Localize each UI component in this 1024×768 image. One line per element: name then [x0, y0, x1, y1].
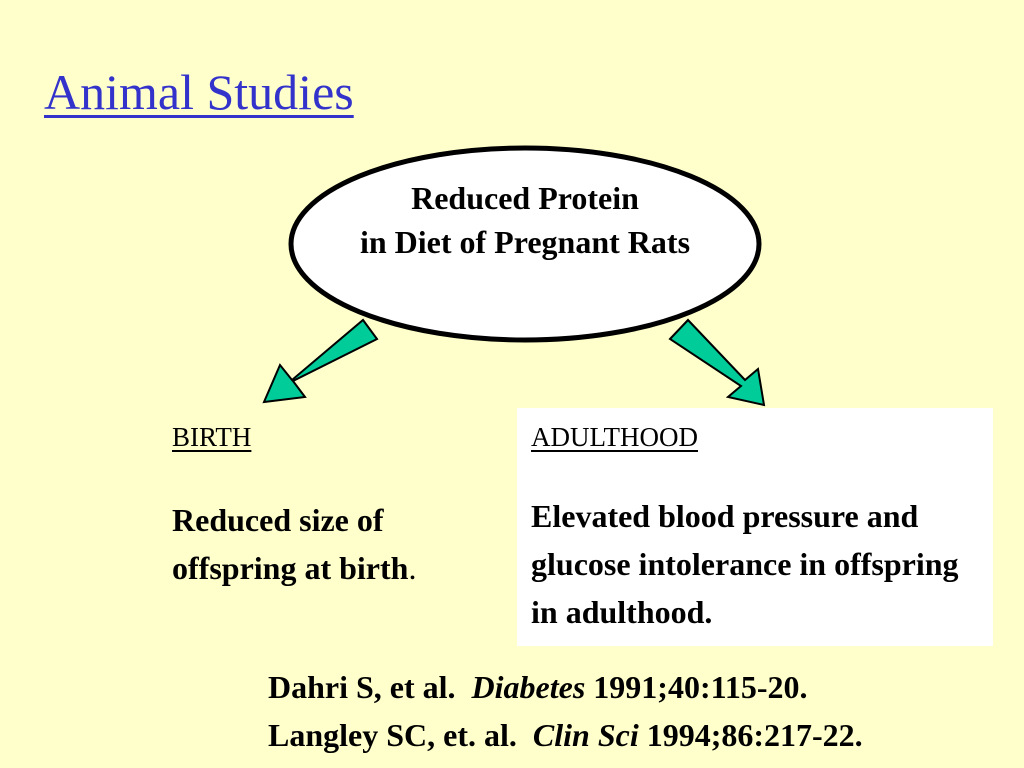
reference-authors: Langley SC, et. al.: [268, 717, 517, 753]
arrow-to-adulthood-icon: [668, 318, 766, 407]
center-node-text: Reduced Protein in Diet of Pregnant Rats: [290, 176, 760, 264]
arrow-to-birth-icon: [262, 318, 379, 404]
center-node-line1: Reduced Protein: [411, 180, 639, 216]
adulthood-outcome: ADULTHOOD Elevated blood pressure and gl…: [517, 408, 993, 646]
birth-outcome: BIRTH Reduced size of offspring at birth…: [172, 420, 492, 592]
adulthood-body: Elevated blood pressure and glucose into…: [531, 498, 959, 630]
reference-journal: Diabetes: [471, 669, 586, 705]
reference-authors: Dahri S, et al.: [268, 669, 456, 705]
birth-heading: BIRTH: [172, 422, 252, 452]
reference-citation: 1991;40:115-20.: [593, 669, 808, 705]
adulthood-heading: ADULTHOOD: [531, 422, 698, 452]
birth-body: Reduced size of offspring at birth.: [172, 496, 432, 592]
center-node-line2: in Diet of Pregnant Rats: [359, 224, 691, 260]
slide-title: Animal Studies: [44, 64, 354, 120]
reference-journal: Clin Sci: [532, 717, 639, 753]
reference-citation: 1994;86:217-22.: [646, 717, 863, 753]
reference-item: Dahri S, et al. Diabetes 1991;40:115-20.: [268, 663, 863, 711]
references: Dahri S, et al. Diabetes 1991;40:115-20.…: [268, 663, 863, 759]
birth-body-period: .: [408, 550, 417, 586]
birth-body-text: Reduced size of offspring at birth: [172, 502, 409, 586]
reference-item: Langley SC, et. al. Clin Sci 1994;86:217…: [268, 711, 863, 759]
center-node-ellipse: [288, 145, 762, 343]
